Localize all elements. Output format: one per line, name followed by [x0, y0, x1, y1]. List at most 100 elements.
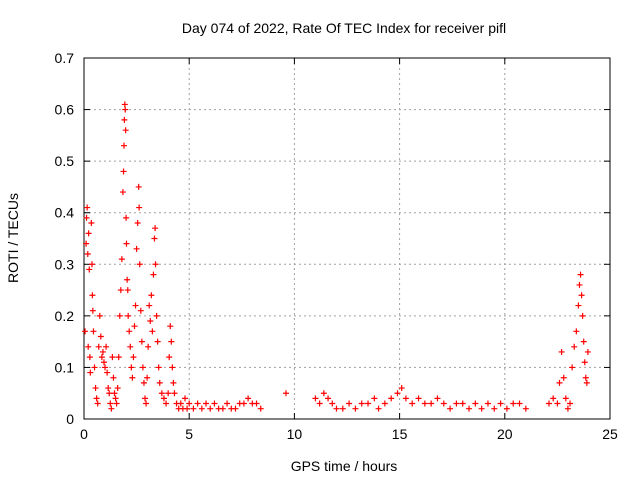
data-point — [93, 395, 100, 402]
data-point — [571, 343, 578, 350]
data-point — [567, 400, 574, 407]
data-point — [85, 230, 92, 237]
axis-ticks: 0 5 10 15 20 25 0 0.1 0.2 0.3 0.4 0.5 0.6 0.7 — [55, 50, 618, 442]
data-point — [168, 338, 175, 345]
data-point — [181, 395, 188, 402]
data-point — [91, 364, 98, 371]
data-point — [558, 348, 565, 355]
data-point — [84, 204, 91, 211]
x-tick-label: 25 — [602, 426, 618, 442]
data-point — [119, 189, 126, 196]
data-point — [135, 183, 142, 190]
data-point — [219, 405, 226, 412]
data-point — [198, 405, 205, 412]
data-point — [381, 400, 388, 407]
data-point — [398, 385, 405, 392]
data-point — [579, 312, 586, 319]
data-points — [82, 101, 591, 412]
data-point — [282, 390, 289, 397]
y-tick-label: 0.6 — [55, 102, 75, 118]
data-point — [142, 395, 149, 402]
data-point — [130, 354, 137, 361]
data-point — [583, 379, 590, 386]
y-tick-label: 0.4 — [55, 205, 75, 221]
data-point — [92, 385, 99, 392]
data-point — [120, 142, 127, 149]
data-point — [128, 364, 135, 371]
data-point — [466, 405, 473, 412]
y-tick-label: 0.2 — [55, 308, 75, 324]
data-point — [581, 359, 588, 366]
data-point — [133, 245, 140, 252]
data-point — [545, 400, 552, 407]
data-point — [491, 405, 498, 412]
data-point — [87, 369, 94, 376]
data-point — [145, 343, 152, 350]
y-tick-label: 0.7 — [55, 50, 75, 66]
data-point — [116, 312, 123, 319]
data-point — [575, 302, 582, 309]
chart-title: Day 074 of 2022, Rate Of TEC Index for r… — [182, 20, 506, 36]
data-point — [115, 354, 122, 361]
data-point — [472, 400, 479, 407]
data-point — [169, 364, 176, 371]
data-point — [155, 364, 162, 371]
data-point — [132, 302, 139, 309]
data-point — [177, 400, 184, 407]
data-point — [88, 261, 95, 268]
x-tick-label: 10 — [287, 426, 303, 442]
data-point — [577, 271, 584, 278]
data-point — [89, 307, 96, 314]
data-point — [114, 385, 121, 392]
data-point — [131, 323, 138, 330]
data-point — [171, 390, 178, 397]
data-point — [560, 374, 567, 381]
data-point — [578, 292, 585, 299]
data-point — [352, 405, 359, 412]
y-tick-label: 0.1 — [55, 359, 75, 375]
data-point — [554, 400, 561, 407]
data-point — [126, 328, 133, 335]
data-point — [89, 292, 96, 299]
data-point — [121, 101, 128, 108]
data-point — [88, 220, 95, 227]
data-point — [516, 400, 523, 407]
data-point — [156, 379, 163, 386]
data-point — [440, 400, 447, 407]
data-point — [108, 405, 115, 412]
data-point — [149, 328, 156, 335]
data-point — [138, 338, 145, 345]
data-point — [154, 338, 161, 345]
data-point — [316, 400, 323, 407]
data-point — [580, 338, 587, 345]
data-point — [83, 214, 90, 221]
data-point — [394, 390, 401, 397]
data-point — [224, 400, 231, 407]
data-point — [245, 395, 252, 402]
y-axis-label: ROTI / TECUs — [5, 193, 21, 283]
data-point — [564, 405, 571, 412]
x-axis-label: GPS time / hours — [291, 458, 398, 474]
data-point — [158, 390, 165, 397]
data-point — [150, 271, 157, 278]
data-point — [129, 374, 136, 381]
data-point — [582, 374, 589, 381]
data-point — [339, 405, 346, 412]
data-point — [106, 390, 113, 397]
data-point — [207, 405, 214, 412]
data-point — [84, 250, 91, 257]
data-point — [160, 395, 167, 402]
data-point — [148, 292, 155, 299]
data-point — [122, 106, 129, 113]
data-point — [573, 328, 580, 335]
data-point — [124, 276, 131, 283]
data-point — [111, 390, 118, 397]
data-point — [320, 390, 327, 397]
data-point — [134, 220, 141, 227]
data-point — [497, 400, 504, 407]
data-point — [365, 400, 372, 407]
data-point — [118, 256, 125, 263]
x-tick-label: 5 — [185, 426, 193, 442]
data-point — [143, 400, 150, 407]
